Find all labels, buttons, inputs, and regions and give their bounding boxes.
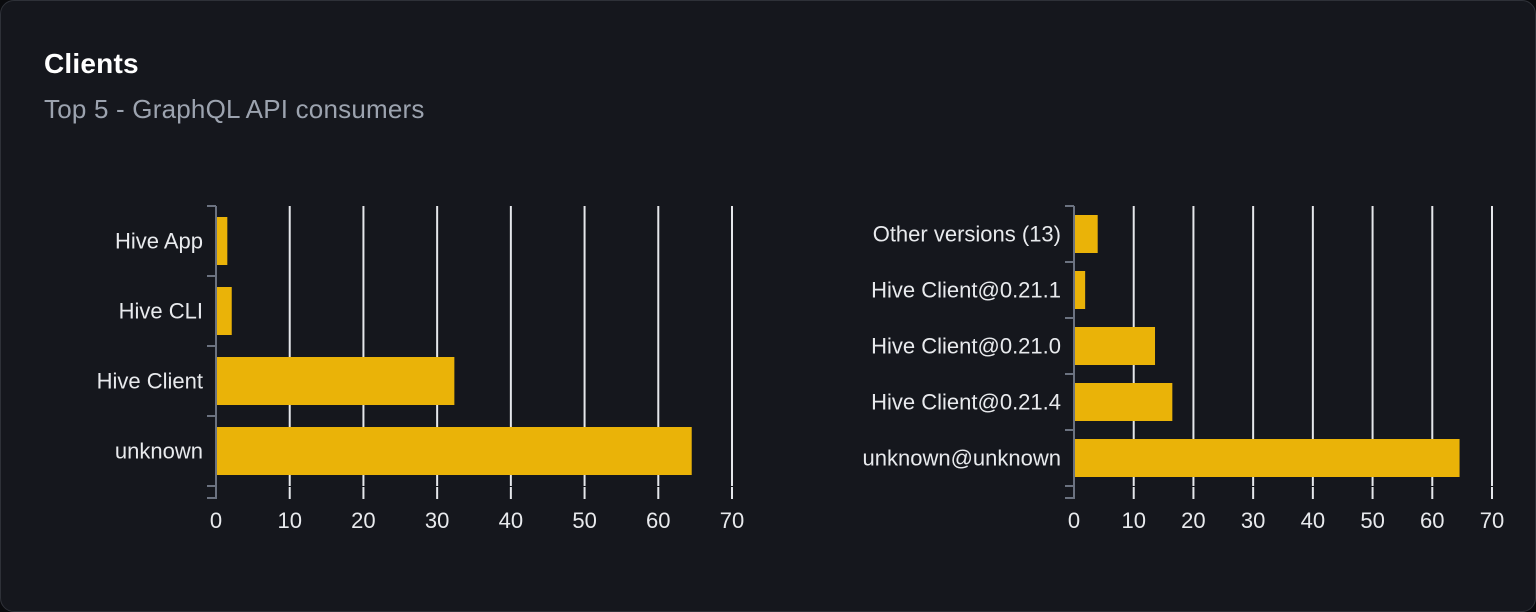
category-label: Hive Client@0.21.0 [871, 334, 1061, 359]
clients-by-version-svg: 0 10 20 30 40 50 60 70 Other versions (13) Hive C… [863, 205, 1504, 533]
x-tick-label: 20 [351, 508, 375, 533]
x-tick-label: 20 [1181, 508, 1205, 533]
card-title: Clients [44, 48, 139, 79]
bar-hive-client-0-21-4[interactable] [1075, 383, 1173, 421]
x-tick-label: 0 [210, 508, 222, 533]
bar-hive-cli[interactable] [217, 287, 232, 335]
category-label: Hive Client@0.21.1 [871, 278, 1061, 303]
category-label: Hive App [115, 229, 203, 254]
x-tick-label: 60 [646, 508, 670, 533]
x-tick-label: 40 [499, 508, 523, 533]
x-tick-label: 50 [1360, 508, 1384, 533]
category-label: Hive Client@0.21.4 [871, 390, 1061, 415]
x-tick-label: 70 [720, 508, 744, 533]
x-tick-label: 0 [1068, 508, 1080, 533]
card-subtitle: Top 5 - GraphQL API consumers [44, 94, 425, 124]
x-tick-label: 70 [1480, 508, 1504, 533]
category-label: Other versions (13) [873, 222, 1061, 247]
x-tick-label: 30 [425, 508, 449, 533]
bar-hive-client[interactable] [217, 357, 455, 405]
x-tick-label: 10 [1121, 508, 1145, 533]
bar-unknown[interactable] [217, 427, 692, 475]
bar-hive-app[interactable] [217, 217, 228, 265]
clients-by-name-chart: 0 10 20 30 40 50 60 70 Hive App Hive CLI Hive Clie… [61, 194, 761, 551]
x-tick-label: 10 [277, 508, 301, 533]
clients-by-version-chart: 0 10 20 30 40 50 60 70 Other versions (13) Hive C… [791, 194, 1536, 551]
x-tick-label: 50 [572, 508, 596, 533]
category-label: unknown@unknown [863, 446, 1061, 471]
bar-hive-client-0-21-0[interactable] [1075, 327, 1156, 365]
bar-other-versions-13-[interactable] [1075, 215, 1098, 253]
x-tick-label: 60 [1420, 508, 1444, 533]
x-tick-label: 40 [1301, 508, 1325, 533]
category-label: unknown [115, 439, 203, 464]
x-tick-label: 30 [1241, 508, 1265, 533]
bar-unknown-unknown[interactable] [1075, 439, 1460, 477]
category-label: Hive Client [97, 369, 203, 394]
clients-by-name-svg: 0 10 20 30 40 50 60 70 Hive App Hive CLI Hive Clie… [97, 205, 744, 533]
category-label: Hive CLI [119, 299, 203, 324]
bar-hive-client-0-21-1[interactable] [1075, 271, 1086, 309]
